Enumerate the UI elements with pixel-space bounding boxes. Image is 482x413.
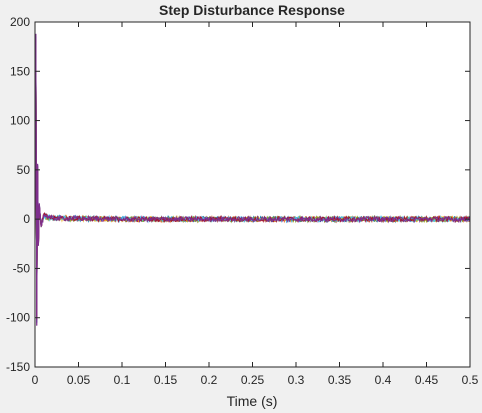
series-transient: [34, 33, 53, 326]
series-layer: [34, 33, 471, 326]
x-tick-label: 0.15: [154, 373, 178, 387]
x-tick-label: 0.1: [114, 373, 131, 387]
plot-area: [35, 22, 470, 367]
x-tick-label: 0.25: [241, 373, 265, 387]
chart-title: Step Disturbance Response: [159, 2, 345, 18]
x-axis: 0 0.05 0.1 0.15 0.2 0.25 0.3 0.35 0.4 0.45 0.5: [32, 22, 479, 387]
y-tick-label: 50: [17, 163, 31, 177]
x-tick-label: 0.5: [462, 373, 479, 387]
y-tick-label: 0: [23, 212, 30, 226]
x-tick-label: 0.3: [288, 373, 305, 387]
y-tick-label: 200: [10, 15, 30, 29]
series-line: [34, 33, 471, 326]
y-tick-label: -100: [6, 311, 30, 325]
x-tick-label: 0.45: [415, 373, 439, 387]
x-tick-label: 0.05: [67, 373, 91, 387]
y-tick-label: -150: [6, 360, 30, 374]
y-tick-label: 150: [10, 64, 30, 78]
y-tick-label: 100: [10, 114, 30, 128]
x-tick-label: 0.2: [201, 373, 218, 387]
y-tick-label: -50: [13, 261, 31, 275]
x-tick-label: 0.35: [328, 373, 352, 387]
x-tick-label: 0.4: [375, 373, 392, 387]
x-tick-label: 0: [32, 373, 39, 387]
y-axis: 200 150 100 50 0 -50 -100 -150: [6, 15, 470, 374]
x-axis-label: Time (s): [227, 393, 278, 409]
